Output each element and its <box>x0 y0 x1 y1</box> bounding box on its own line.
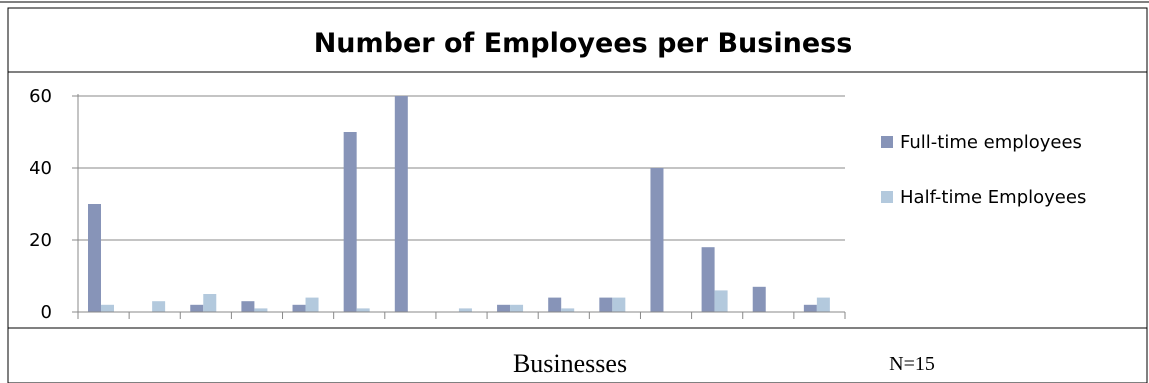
bar-half-time <box>254 308 268 312</box>
y-tick-label: 60 <box>29 86 52 107</box>
legend-label: Full-time employees <box>900 132 1082 153</box>
legend: Full-time employees Half-time Employees <box>881 132 1086 208</box>
bar-half-time <box>458 308 472 312</box>
bar-half-time <box>561 308 575 312</box>
bar-full-time <box>599 297 613 312</box>
bar-full-time <box>752 286 766 312</box>
y-tick-label: 20 <box>29 230 52 251</box>
bar-full-time <box>497 304 511 312</box>
bar-full-time <box>548 297 562 312</box>
bar-full-time <box>701 247 715 312</box>
legend-label: Half-time Employees <box>900 187 1086 208</box>
y-tick-label: 0 <box>41 302 52 323</box>
bar-full-time <box>292 304 306 312</box>
bar-full-time <box>343 132 357 312</box>
bar-half-time <box>356 308 370 312</box>
gridlines <box>78 95 845 241</box>
bar-full-time <box>88 204 101 312</box>
bar-half-time <box>612 297 626 312</box>
axes <box>72 94 846 319</box>
legend-swatch <box>881 136 893 148</box>
bar-half-time <box>305 297 319 312</box>
sample-size-note: N=15 <box>889 353 935 375</box>
bar-half-time <box>714 290 728 312</box>
bar-half-time <box>152 301 166 312</box>
y-tick-labels: 0 20 40 60 <box>29 86 52 323</box>
bar-half-time <box>510 304 524 312</box>
chart-title: Number of Employees per Business <box>314 28 853 59</box>
bar-half-time <box>203 294 217 312</box>
legend-swatch <box>881 191 893 203</box>
bars-group <box>88 96 830 312</box>
y-tick-label: 40 <box>29 158 52 179</box>
bar-half-time <box>816 297 830 312</box>
bar-full-time <box>394 96 408 312</box>
bar-full-time <box>190 304 204 312</box>
bar-half-time <box>101 304 114 312</box>
bar-full-time <box>241 301 255 312</box>
footer-box <box>7 327 1148 383</box>
x-axis-label: Businesses <box>513 349 627 378</box>
bar-full-time <box>803 304 817 312</box>
bar-full-time <box>650 168 664 312</box>
